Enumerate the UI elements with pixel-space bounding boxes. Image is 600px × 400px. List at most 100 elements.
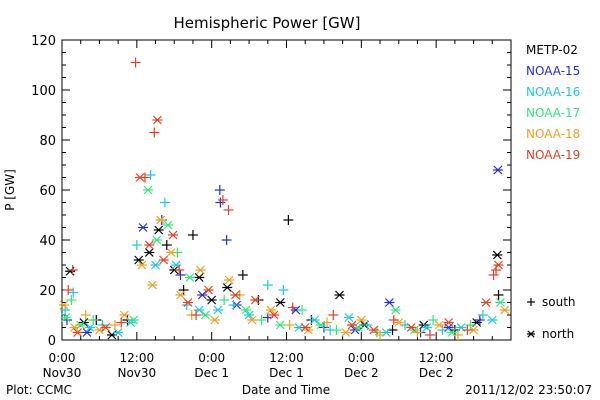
north-point-marker — [356, 315, 367, 325]
north-point-marker — [143, 185, 154, 195]
legend-entry: NOAA-19 — [526, 148, 580, 162]
north-point-marker — [481, 298, 492, 307]
south-point-marker — [110, 320, 121, 330]
south-point-marker — [328, 310, 339, 320]
north-point-marker — [230, 290, 241, 300]
north-point-marker — [206, 295, 217, 305]
north-point-marker — [152, 115, 163, 125]
north-point-marker — [247, 315, 258, 325]
north-point-marker — [487, 315, 498, 325]
south-point-marker — [175, 270, 186, 280]
legend-entry: NOAA-18 — [526, 127, 580, 141]
chart-title: Hemispheric Power [GW] — [174, 14, 361, 32]
series-noaa-17 — [60, 185, 506, 338]
marker-legend: south north — [527, 295, 576, 341]
north-point-marker — [195, 265, 206, 275]
south-point-marker — [178, 285, 189, 295]
asterisk-marker-icon — [527, 330, 535, 338]
north-point-marker — [153, 225, 164, 235]
south-point-marker — [149, 127, 160, 138]
data-points — [58, 57, 510, 340]
south-point-marker — [388, 315, 399, 325]
south-point-marker — [139, 172, 150, 183]
south-point-marker — [187, 230, 198, 240]
north-point-marker — [492, 165, 503, 175]
x-tick-sublabel: Dec 1 — [194, 366, 229, 380]
south-point-marker — [223, 205, 234, 215]
north-point-marker — [390, 305, 401, 315]
north-point-marker — [275, 320, 286, 330]
north-point-marker — [244, 310, 255, 320]
north-point-marker — [275, 298, 286, 307]
x-tick-sublabel: Dec 2 — [344, 366, 379, 380]
north-point-marker — [60, 313, 71, 322]
south-point-marker — [237, 270, 248, 280]
south-point-marker — [66, 295, 77, 305]
north-point-marker — [443, 318, 454, 327]
south-point-marker — [287, 302, 298, 313]
y-axis-label: P [GW] — [3, 169, 17, 211]
north-point-marker — [224, 275, 235, 285]
south-legend-entry: south — [527, 295, 576, 309]
south-point-marker — [191, 310, 202, 320]
x-tick-sublabel: Nov30 — [117, 366, 156, 380]
south-point-marker — [68, 287, 79, 298]
y-tick-label: 60 — [39, 184, 56, 199]
north-point-marker — [184, 273, 195, 282]
legend-entry: NOAA-16 — [526, 85, 580, 99]
marker-legend-label: north — [542, 327, 574, 341]
south-point-marker — [362, 320, 373, 330]
north-point-marker — [168, 230, 179, 240]
north-point-marker — [65, 266, 76, 276]
south-point-marker — [424, 330, 435, 340]
south-point-marker — [214, 185, 225, 195]
north-point-marker — [240, 305, 251, 315]
north-point-marker — [128, 315, 139, 325]
north-point-marker — [144, 240, 155, 250]
south-point-marker — [116, 317, 127, 328]
north-point-marker — [155, 215, 166, 225]
north-point-marker — [269, 310, 280, 320]
south-point-marker — [219, 295, 230, 305]
y-tick-label: 80 — [39, 134, 56, 149]
legend-entry: NOAA-17 — [526, 106, 580, 120]
series-noaa-18 — [58, 215, 510, 340]
south-point-marker — [215, 197, 226, 208]
north-point-marker — [69, 323, 80, 332]
plot-credit: Plot: CCMC — [6, 383, 72, 397]
south-point-marker — [437, 325, 448, 335]
south-point-marker — [131, 240, 142, 250]
north-point-marker — [151, 235, 162, 245]
series-noaa-19 — [63, 57, 504, 340]
x-tick-sublabel: Dec 2 — [419, 366, 454, 380]
north-point-marker — [175, 290, 186, 300]
north-point-marker — [200, 310, 211, 320]
x-tick-label: 0:00 — [198, 351, 225, 365]
axis-ticks — [61, 39, 512, 341]
y-tick-label: 100 — [31, 84, 56, 99]
north-point-marker — [209, 315, 220, 325]
south-point-marker — [262, 280, 273, 290]
x-tick-label: 0:00 — [348, 351, 375, 365]
south-point-marker — [412, 327, 423, 338]
south-point-marker — [130, 57, 141, 68]
south-point-marker — [67, 265, 78, 275]
north-point-marker — [495, 298, 506, 307]
x-tick-label: 12:00 — [269, 351, 304, 365]
north-point-marker — [197, 290, 208, 300]
north-point-marker — [340, 328, 351, 337]
south-point-marker — [462, 325, 473, 335]
x-tick-label: 0:00 — [49, 351, 76, 365]
y-tick-label: 40 — [39, 234, 56, 249]
south-point-marker — [161, 240, 172, 250]
north-point-marker — [203, 285, 214, 295]
legend-entry: METP-02 — [526, 43, 578, 57]
north-point-marker — [222, 283, 233, 292]
x-axis-label: Date and Time — [242, 383, 330, 397]
x-tick-label: 12:00 — [120, 351, 155, 365]
north-point-marker — [100, 323, 111, 332]
south-point-marker — [63, 285, 74, 295]
north-point-marker — [158, 255, 169, 265]
south-point-marker — [428, 315, 439, 325]
